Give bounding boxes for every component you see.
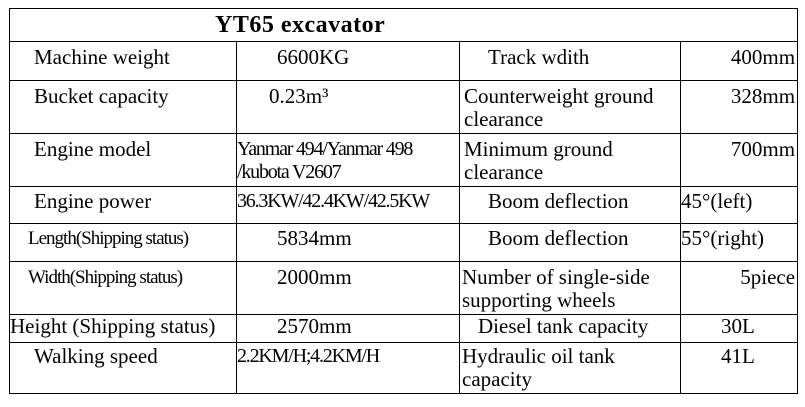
table-row: Engine power 36.3KW/42.4KW/42.5KW Boom d…	[9, 186, 799, 224]
spec-label: Walking speed	[9, 342, 237, 394]
spec-value: 5piece	[679, 261, 799, 315]
spec-value: 6600KG	[236, 41, 460, 81]
spec-value: 41L	[679, 342, 799, 394]
spec-label: Engine power	[9, 186, 237, 224]
spec-value: 55°(right)	[679, 223, 799, 262]
table-title: YT65 excavator	[215, 11, 386, 38]
table-row: Width(Shipping status) 2000mm Number of …	[9, 261, 799, 315]
spec-label: Bucket capacity	[9, 80, 237, 134]
spec-label: Diesel tank capacity	[459, 314, 681, 343]
table-row: Height (Shipping status) 2570mm Diesel t…	[9, 314, 799, 343]
table-row: Length(Shipping status) 5834mm Boom defl…	[9, 223, 799, 262]
spec-value: Yanmar 494/Yanmar 498 /kubota V2607	[236, 133, 460, 187]
spec-table: YT65 excavator Machine weight 6600KG Tra…	[8, 8, 799, 394]
spec-value: 2570mm	[236, 314, 460, 343]
spec-label: Length(Shipping status)	[9, 223, 237, 262]
spec-label: Width(Shipping status)	[9, 261, 237, 315]
table-row: Machine weight 6600KG Track wdith 400mm	[9, 41, 799, 81]
title-cell: YT65 excavator	[8, 8, 799, 42]
spec-value: 0.23m³	[236, 80, 460, 134]
spec-value: 700mm	[679, 133, 799, 187]
spec-label: Boom deflection	[459, 186, 681, 224]
table-row: Walking speed 2.2KM/H;4.2KM/H Hydraulic …	[9, 342, 799, 394]
spec-label: Counterweight ground clearance	[459, 80, 681, 134]
spec-label: Boom deflection	[459, 223, 681, 262]
table-row: Bucket capacity 0.23m³ Counterweight gro…	[9, 80, 799, 134]
spec-label: Number of single-side supporting wheels	[459, 261, 681, 315]
spec-label: Machine weight	[9, 41, 237, 81]
spec-value: 400mm	[679, 41, 799, 81]
spec-label: Minimum ground clearance	[459, 133, 681, 187]
spec-value: 2000mm	[236, 261, 460, 315]
spec-value: 36.3KW/42.4KW/42.5KW	[236, 186, 460, 224]
spec-label: Engine model	[9, 133, 237, 187]
spec-label: Height (Shipping status)	[9, 314, 237, 343]
spec-label: Track wdith	[459, 41, 681, 81]
spec-value: 328mm	[679, 80, 799, 134]
spec-value: 2.2KM/H;4.2KM/H	[236, 342, 460, 394]
table-row: Engine model Yanmar 494/Yanmar 498 /kubo…	[9, 133, 799, 187]
spec-label: Hydraulic oil tank capacity	[459, 342, 681, 394]
spec-value: 45°(left)	[679, 186, 799, 224]
spec-value: 30L	[679, 314, 799, 343]
spec-value: 5834mm	[236, 223, 460, 262]
title-row: YT65 excavator	[8, 8, 799, 42]
